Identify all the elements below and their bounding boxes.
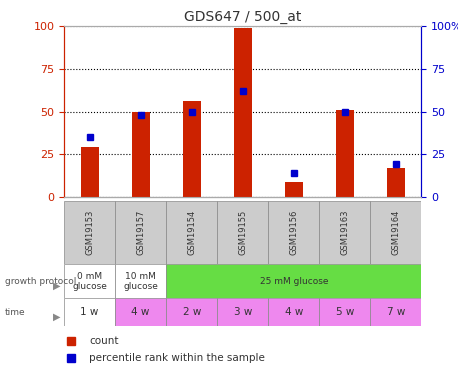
FancyBboxPatch shape xyxy=(217,201,268,264)
FancyBboxPatch shape xyxy=(115,298,166,326)
FancyBboxPatch shape xyxy=(371,201,421,264)
Text: time: time xyxy=(5,308,25,316)
FancyBboxPatch shape xyxy=(217,298,268,326)
Text: ▶: ▶ xyxy=(53,281,60,291)
FancyBboxPatch shape xyxy=(268,201,319,264)
Text: 5 w: 5 w xyxy=(336,307,354,317)
Text: growth protocol: growth protocol xyxy=(5,277,76,286)
Text: 1 w: 1 w xyxy=(81,307,99,317)
Text: GSM19156: GSM19156 xyxy=(289,210,298,255)
FancyBboxPatch shape xyxy=(319,201,371,264)
FancyBboxPatch shape xyxy=(268,298,319,326)
Title: GDS647 / 500_at: GDS647 / 500_at xyxy=(184,10,301,24)
Text: GSM19153: GSM19153 xyxy=(85,210,94,255)
Text: ▶: ▶ xyxy=(53,312,60,322)
Text: 3 w: 3 w xyxy=(234,307,252,317)
Bar xyxy=(336,110,354,197)
Bar xyxy=(183,101,201,197)
Text: count: count xyxy=(89,336,119,346)
Bar xyxy=(387,168,405,197)
Text: 10 mM
glucose: 10 mM glucose xyxy=(123,272,158,291)
Text: 0 mM
glucose: 0 mM glucose xyxy=(72,272,107,291)
Text: GSM19155: GSM19155 xyxy=(238,210,247,255)
FancyBboxPatch shape xyxy=(64,264,115,298)
Text: GSM19154: GSM19154 xyxy=(187,210,196,255)
Text: 2 w: 2 w xyxy=(183,307,201,317)
Text: GSM19164: GSM19164 xyxy=(391,210,400,255)
FancyBboxPatch shape xyxy=(166,201,217,264)
FancyBboxPatch shape xyxy=(319,298,371,326)
FancyBboxPatch shape xyxy=(115,201,166,264)
Bar xyxy=(81,147,98,197)
Text: GSM19163: GSM19163 xyxy=(340,210,349,255)
Text: 4 w: 4 w xyxy=(131,307,150,317)
Text: percentile rank within the sample: percentile rank within the sample xyxy=(89,353,265,363)
Bar xyxy=(234,28,252,197)
FancyBboxPatch shape xyxy=(166,264,421,298)
Bar xyxy=(132,112,150,197)
FancyBboxPatch shape xyxy=(115,264,166,298)
FancyBboxPatch shape xyxy=(64,298,115,326)
Text: 7 w: 7 w xyxy=(387,307,405,317)
Text: 25 mM glucose: 25 mM glucose xyxy=(260,277,328,286)
FancyBboxPatch shape xyxy=(64,201,115,264)
Bar xyxy=(285,182,303,197)
Text: GSM19157: GSM19157 xyxy=(136,210,145,255)
FancyBboxPatch shape xyxy=(371,298,421,326)
FancyBboxPatch shape xyxy=(166,298,217,326)
Text: 4 w: 4 w xyxy=(284,307,303,317)
